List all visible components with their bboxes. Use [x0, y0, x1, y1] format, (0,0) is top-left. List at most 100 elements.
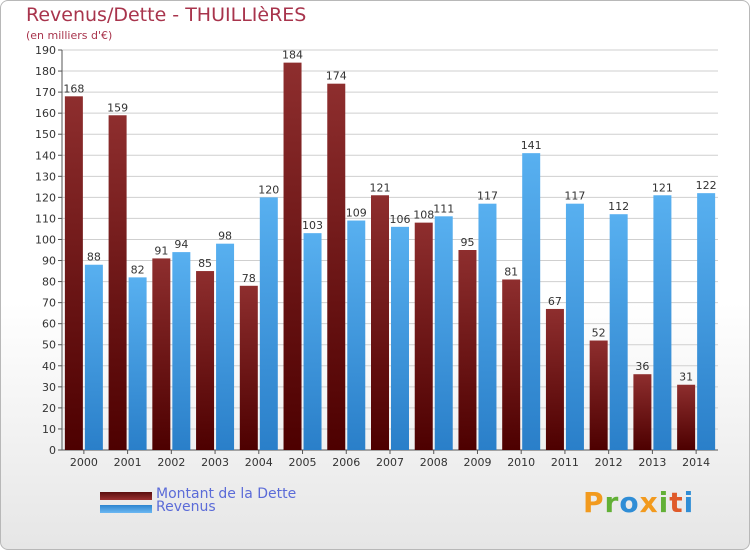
x-tick-label: 2004	[245, 456, 273, 469]
data-label-revenus: 88	[87, 251, 101, 264]
chart-subtitle: (en milliers d'€)	[26, 29, 113, 42]
y-tick-label: 150	[35, 128, 56, 141]
logo-letter: i	[658, 486, 670, 519]
data-label-revenus: 106	[390, 213, 411, 226]
data-label-dette: 174	[326, 70, 347, 83]
bar-revenus	[172, 252, 191, 450]
y-tick-label: 40	[42, 360, 56, 373]
x-tick-label: 2014	[682, 456, 710, 469]
data-label-dette: 184	[282, 49, 303, 62]
y-tick-label: 190	[35, 44, 56, 57]
bar-dette	[64, 96, 83, 450]
x-tick-label: 2012	[595, 456, 623, 469]
legend-swatch-dette	[100, 492, 152, 500]
logo-letter: o	[619, 486, 640, 519]
y-tick-label: 140	[35, 149, 56, 162]
x-tick-label: 2008	[420, 456, 448, 469]
x-tick-label: 2005	[289, 456, 317, 469]
data-label-revenus: 122	[696, 179, 717, 192]
bar-revenus	[391, 226, 409, 450]
y-tick-label: 20	[42, 402, 56, 415]
bar-dette	[458, 250, 477, 450]
bar-dette	[196, 271, 215, 450]
bar-dette	[108, 115, 127, 451]
x-tick-label: 2010	[507, 456, 535, 469]
y-tick-label: 170	[35, 86, 56, 99]
y-tick-label: 90	[42, 255, 56, 268]
bar-dette	[327, 83, 346, 451]
x-tick-label: 2011	[551, 456, 579, 469]
bar-dette	[152, 258, 171, 450]
data-label-dette: 31	[679, 371, 693, 384]
y-tick-label: 60	[42, 318, 56, 331]
data-label-dette: 121	[370, 181, 391, 194]
bar-revenus	[478, 203, 497, 450]
bar-dette	[239, 285, 258, 450]
bar-revenus	[434, 216, 453, 450]
bar-revenus	[347, 220, 366, 450]
x-tick-label: 2006	[332, 456, 360, 469]
logo-letter: x	[639, 486, 659, 519]
y-tick-label: 80	[42, 276, 56, 289]
bar-revenus	[565, 203, 584, 450]
logo-letter: r	[604, 486, 620, 519]
y-tick-label: 0	[49, 444, 56, 457]
y-tick-label: 10	[42, 423, 56, 436]
data-label-revenus: 117	[564, 190, 585, 203]
data-label-revenus: 103	[302, 219, 323, 232]
x-tick-label: 2009	[463, 456, 491, 469]
y-tick-label: 160	[35, 107, 56, 120]
y-tick-label: 110	[35, 212, 56, 225]
data-label-dette: 36	[635, 360, 649, 373]
legend-label-revenus: Revenus	[156, 499, 216, 515]
data-label-dette: 81	[504, 265, 518, 278]
data-label-revenus: 109	[346, 207, 367, 220]
data-label-revenus: 120	[258, 183, 279, 196]
y-tick-label: 70	[42, 297, 56, 310]
legend-label-dette: Montant de la Dette	[156, 486, 297, 502]
y-tick-label: 100	[35, 233, 56, 246]
bar-revenus	[259, 197, 278, 450]
data-label-dette: 67	[548, 295, 562, 308]
bar-revenus	[697, 193, 716, 450]
data-label-revenus: 117	[477, 190, 498, 203]
logo-letter: t	[669, 486, 684, 519]
data-label-dette: 85	[198, 257, 212, 270]
bar-dette	[633, 374, 652, 450]
data-label-revenus: 94	[174, 238, 188, 251]
y-tick-label: 130	[35, 170, 56, 183]
x-tick-label: 2001	[114, 456, 142, 469]
data-label-dette: 108	[413, 209, 434, 222]
x-tick-label: 2002	[157, 456, 185, 469]
logo-letter: P	[583, 486, 605, 519]
data-label-revenus: 82	[131, 263, 145, 276]
y-tick-label: 120	[35, 191, 56, 204]
y-tick-label: 180	[35, 65, 56, 78]
bar-dette	[677, 384, 696, 450]
bar-dette	[589, 340, 608, 450]
bar-revenus	[128, 277, 147, 450]
y-tick-label: 30	[42, 381, 56, 394]
data-label-revenus: 141	[521, 139, 542, 152]
bar-revenus	[653, 195, 672, 450]
bar-revenus	[609, 214, 628, 450]
bar-dette	[502, 279, 521, 450]
data-label-revenus: 112	[608, 200, 629, 213]
bar-dette	[283, 62, 302, 450]
data-label-dette: 91	[154, 244, 168, 257]
x-tick-label: 2003	[201, 456, 229, 469]
data-label-dette: 78	[242, 272, 256, 285]
bar-dette	[545, 308, 564, 450]
x-tick-label: 2007	[376, 456, 404, 469]
data-label-revenus: 121	[652, 181, 673, 194]
x-tick-label: 2000	[70, 456, 98, 469]
data-label-dette: 95	[460, 236, 474, 249]
y-tick-label: 50	[42, 339, 56, 352]
bar-revenus	[84, 264, 103, 450]
data-label-revenus: 111	[433, 202, 454, 215]
chart-title: Revenus/Dette - THUILLIèRES	[26, 4, 307, 26]
logo-letter: i	[683, 486, 695, 519]
bar-revenus	[522, 153, 541, 450]
x-tick-label: 2013	[638, 456, 666, 469]
